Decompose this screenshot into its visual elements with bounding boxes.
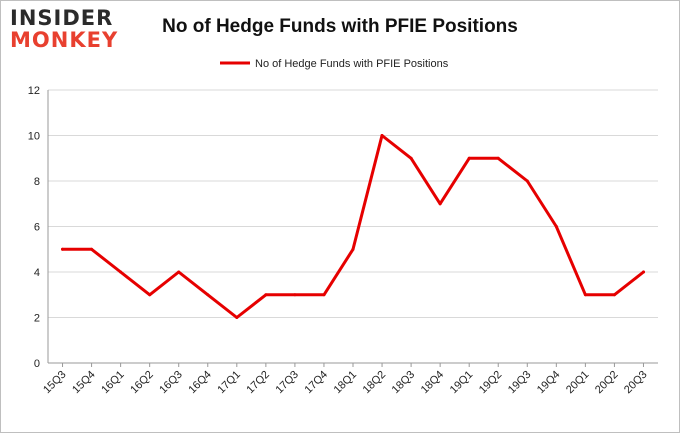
x-tick-label: 16Q4	[186, 369, 214, 397]
data-point	[438, 202, 442, 206]
data-point	[206, 293, 210, 297]
y-tick-label: 12	[28, 85, 40, 97]
x-tick-label: 16Q2	[128, 369, 156, 397]
data-point	[467, 156, 471, 160]
data-point	[235, 316, 239, 319]
data-point	[61, 247, 65, 251]
x-tick-label: 19Q1	[448, 369, 476, 397]
x-tick-label: 19Q2	[477, 369, 505, 397]
series-layer	[61, 134, 645, 319]
x-tick-label: 17Q3	[274, 369, 302, 397]
data-point	[641, 270, 645, 274]
data-point	[322, 293, 326, 297]
data-point	[554, 225, 558, 228]
x-tick-label: 18Q4	[419, 369, 447, 397]
x-tick-label: 17Q4	[303, 369, 331, 397]
data-point	[90, 247, 94, 251]
x-tick-label: 17Q1	[215, 369, 243, 397]
data-point	[380, 134, 384, 137]
data-point	[525, 179, 529, 183]
x-tick-label: 20Q2	[593, 369, 621, 397]
data-point	[351, 247, 355, 251]
y-tick-label: 8	[34, 176, 40, 188]
x-tick-label: 16Q1	[99, 369, 127, 397]
x-tick-label: 20Q3	[622, 369, 650, 397]
grid-layer	[48, 89, 658, 364]
x-tick-label: 18Q3	[390, 369, 418, 397]
data-point	[583, 293, 587, 297]
x-tick-label: 16Q3	[157, 369, 185, 397]
data-point	[293, 293, 297, 297]
x-tick-label: 19Q4	[535, 369, 563, 397]
legend: No of Hedge Funds with PFIE Positions	[220, 58, 449, 70]
x-tick-label: 18Q1	[332, 369, 360, 397]
x-tick-label: 17Q2	[244, 369, 272, 397]
y-tick-label: 10	[28, 131, 40, 143]
x-tick-label: 18Q2	[361, 369, 389, 397]
data-point	[496, 156, 500, 160]
data-point	[119, 270, 123, 274]
x-tick-label: 19Q3	[506, 369, 534, 397]
legend-label: No of Hedge Funds with PFIE Positions	[255, 58, 449, 70]
x-tick-label: 20Q1	[564, 369, 592, 397]
data-point	[264, 293, 268, 297]
data-point	[612, 293, 616, 297]
insider-monkey-logo: INSIDER MONKEY	[10, 8, 128, 51]
data-point	[148, 293, 152, 297]
y-tick-label: 2	[34, 313, 40, 325]
data-point	[177, 270, 181, 274]
chart-title: No of Hedge Funds with PFIE Positions	[162, 16, 518, 37]
y-tick-label: 0	[34, 358, 40, 370]
data-point	[409, 156, 413, 160]
logo-line-2: MONKEY	[10, 28, 119, 52]
logo-line-1: INSIDER	[10, 6, 114, 30]
y-tick-label: 6	[34, 222, 40, 234]
x-tick-label: 15Q3	[41, 369, 69, 397]
x-tick-label: 15Q4	[70, 369, 98, 397]
y-tick-label: 4	[34, 267, 40, 279]
